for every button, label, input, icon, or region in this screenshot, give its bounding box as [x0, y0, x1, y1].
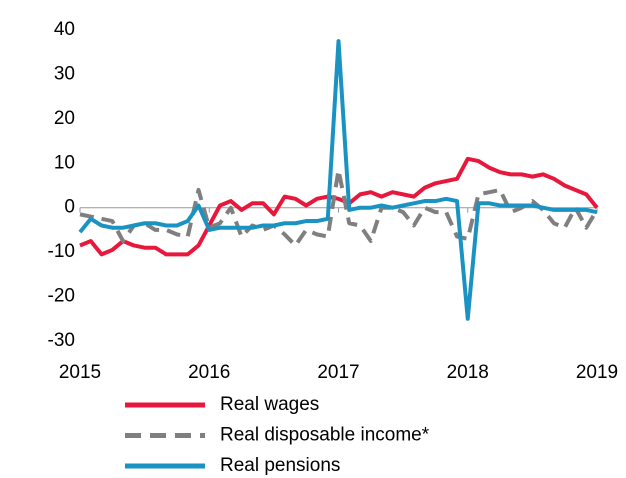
legend-label: Real wages — [220, 394, 319, 415]
y-tick-label: 40 — [54, 19, 75, 40]
y-tick-label: 30 — [54, 63, 75, 84]
x-tick-label: 2015 — [59, 362, 101, 383]
y-tick-label: 0 — [64, 197, 75, 218]
x-tick-label: 2017 — [317, 362, 359, 383]
series-line — [79, 156, 599, 257]
y-tick-label: -10 — [48, 241, 75, 262]
y-tick-label: 10 — [54, 152, 75, 173]
y-tick-label: 20 — [54, 108, 75, 129]
legend-label: Real pensions — [220, 455, 340, 476]
series-line — [78, 39, 598, 321]
y-tick-label: -20 — [48, 286, 75, 307]
x-tick-label: 2019 — [576, 362, 618, 383]
legend-label: Real disposable income* — [220, 425, 430, 446]
x-tick-label: 2018 — [447, 362, 489, 383]
y-tick-label: -30 — [48, 330, 75, 351]
x-tick-label: 2016 — [188, 362, 230, 383]
